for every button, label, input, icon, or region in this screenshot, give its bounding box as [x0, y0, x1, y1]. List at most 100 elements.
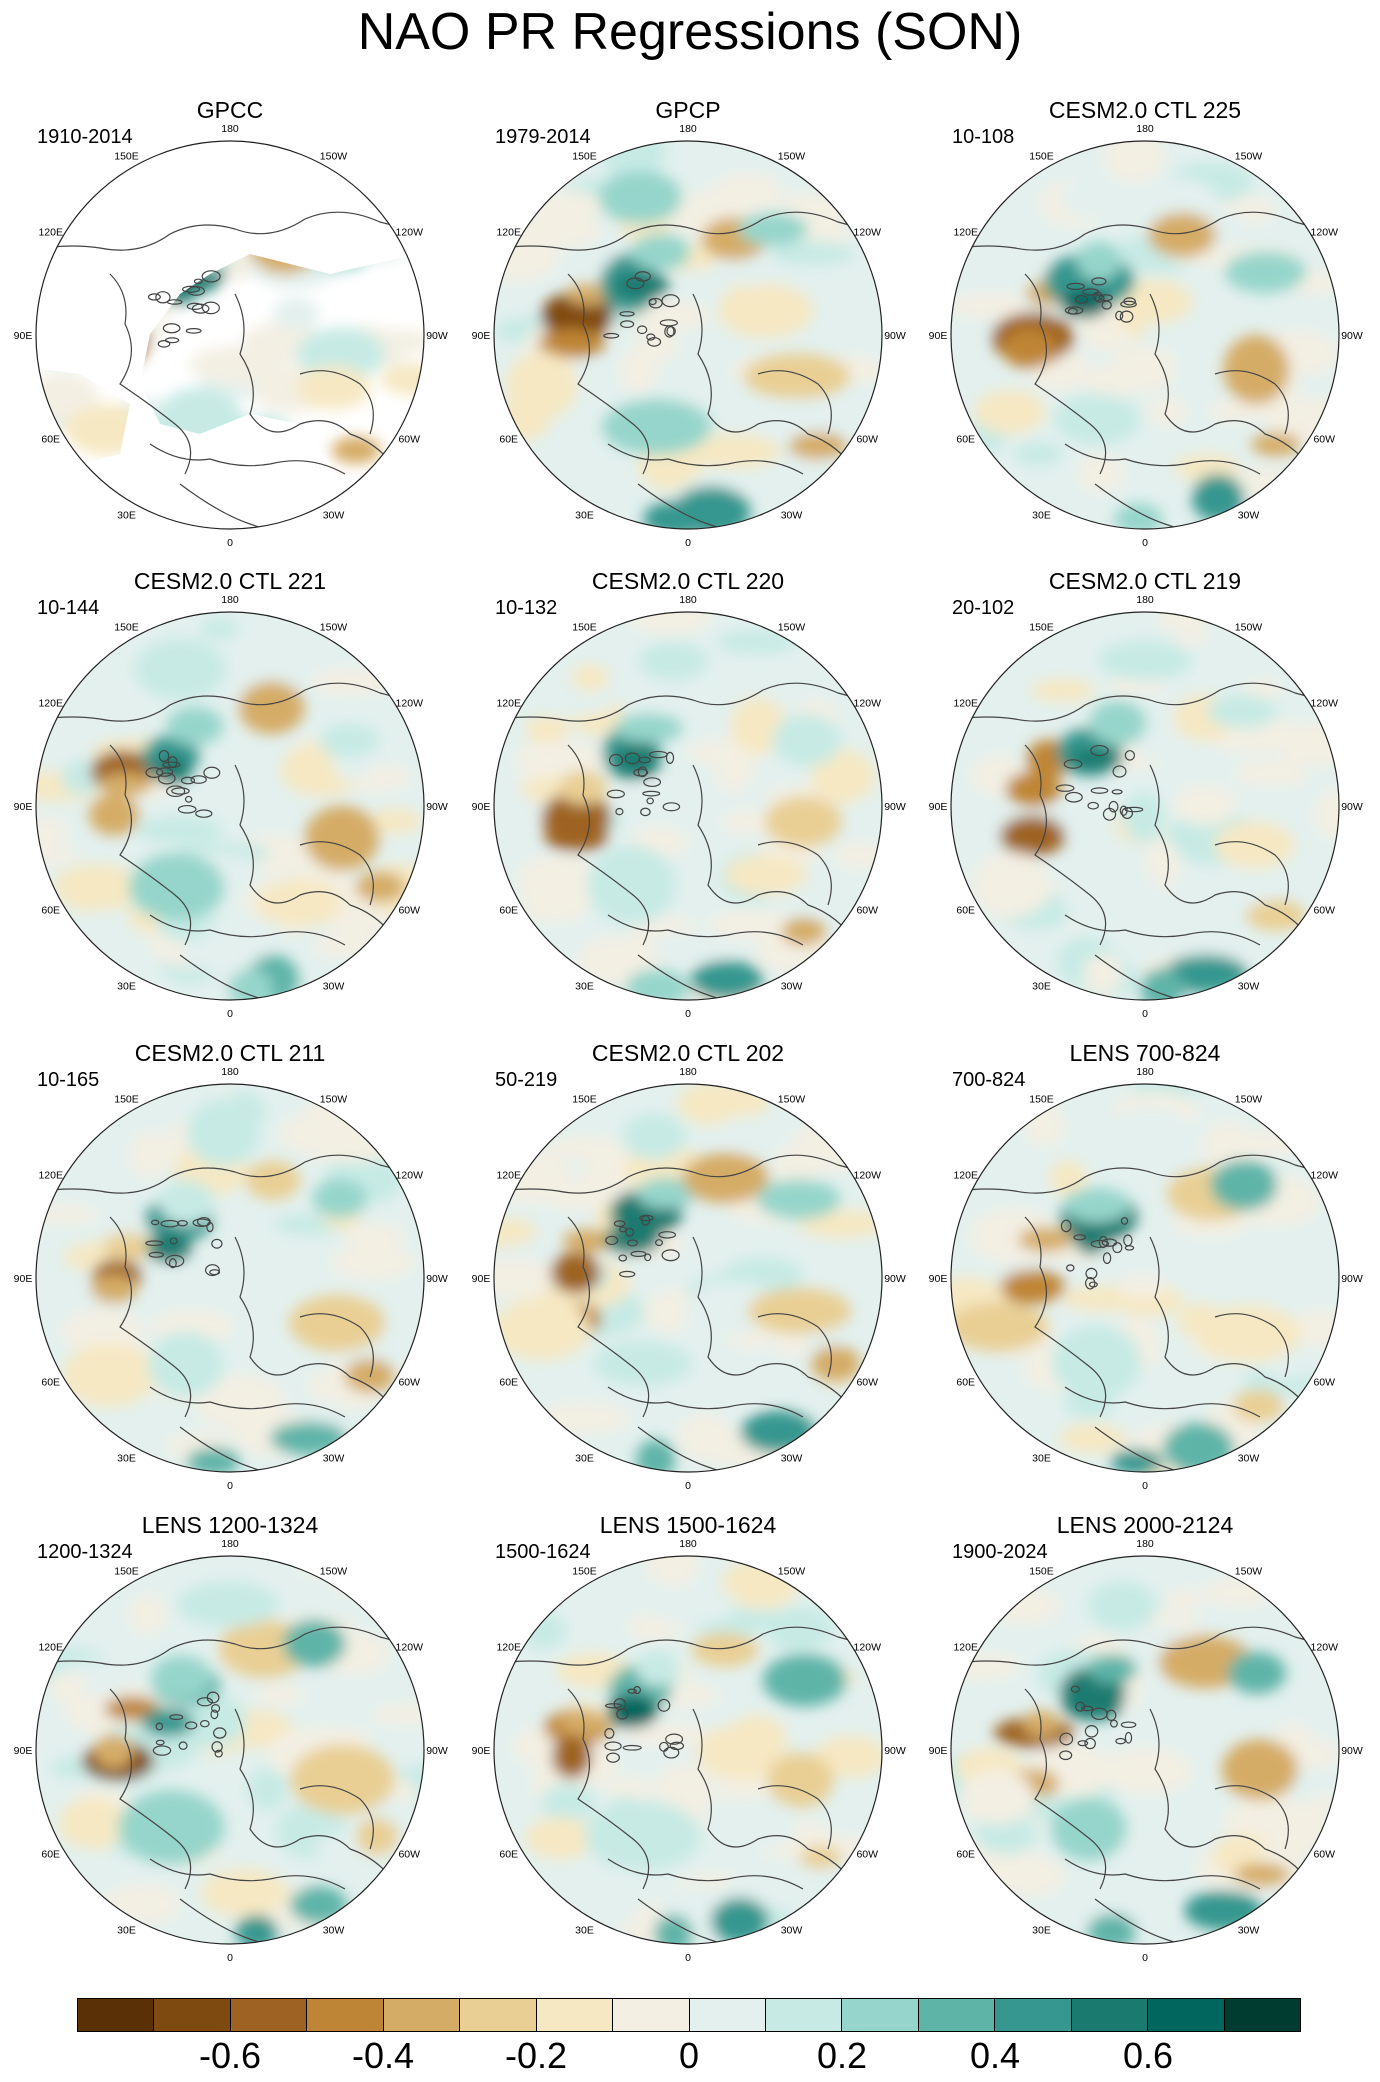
colorbar-tick-label: 0.4: [969, 2035, 1021, 2076]
panel-period-label: 1500-1624: [495, 1541, 591, 1563]
longitude-label: 30W: [1238, 1924, 1260, 1936]
longitude-label: 0: [227, 1952, 233, 1964]
field-blob: [150, 1655, 212, 1700]
longitude-label: 30E: [575, 980, 594, 992]
island: [1094, 294, 1105, 303]
longitude-label: 120W: [396, 698, 424, 710]
field-blob: [587, 845, 677, 925]
longitude-label: 90E: [14, 1273, 33, 1285]
coastline: [179, 1426, 301, 1472]
longitude-label: 30E: [575, 509, 594, 521]
colorbar-swatch: [995, 1999, 1072, 2031]
island: [606, 789, 625, 799]
island: [196, 1697, 214, 1707]
polar-map: 180 150E 120E 90E 60E 30E 0 30W 60W 90W 120W 150W: [14, 1067, 448, 1492]
coastline: [109, 1688, 192, 1890]
field-blob: [740, 1410, 817, 1454]
precip-field: [951, 1084, 1339, 1472]
colorbar-swatch: [536, 1999, 614, 2031]
field-blob: [559, 1712, 610, 1736]
longitude-label: 150E: [572, 622, 597, 634]
longitude-label: 30E: [1032, 980, 1051, 992]
longitude-label: 0: [685, 1008, 691, 1020]
field-blob: [290, 1744, 395, 1815]
field-blob: [645, 1556, 700, 1588]
map-panel: LENS 1200-1324 1200-1324 180 150E 120E 90E 60E…: [0, 1511, 460, 1985]
island: [193, 278, 203, 285]
field-blob: [1005, 771, 1062, 807]
field-blob: [1224, 251, 1307, 294]
field-blob: [1003, 1278, 1056, 1305]
field-blob: [622, 1723, 714, 1747]
field-blob: [620, 783, 667, 824]
panel-title: CESM2.0 CTL 220: [591, 568, 785, 594]
field-blob: [1263, 1359, 1307, 1380]
longitude-label: 30W: [323, 1924, 345, 1936]
field-blob: [494, 1297, 590, 1361]
map-border: [950, 1555, 1340, 1945]
map-panel: LENS 1500-1624 1500-1624 180 150E 120E 90E 60E…: [458, 1511, 918, 1985]
island: [177, 1220, 188, 1227]
coastline: [567, 1216, 650, 1418]
coastline: [1064, 1858, 1261, 1890]
polar-map: 180 150E 120E 90E 60E 30E 0 30W 60W 90W 120W 150W: [929, 1539, 1363, 1964]
polar-map: 180 150E 120E 90E 60E 30E 0 30W 60W 90W 120W 150W: [929, 124, 1363, 549]
field-blob: [619, 346, 658, 393]
longitude-label: 30W: [781, 509, 803, 521]
coastline: [109, 1216, 192, 1418]
field-blob: [1050, 1797, 1128, 1861]
field-blob: [356, 1817, 398, 1856]
field-blob: [829, 254, 882, 303]
field-blob: [153, 755, 192, 785]
longitude-label: 60W: [856, 434, 878, 446]
longitude-label: 180: [221, 1539, 239, 1550]
panel-title: LENS 1200-1324: [141, 1512, 319, 1538]
longitude-label: 90W: [884, 1273, 906, 1285]
map-panel: CESM2.0 CTL 219 20-102 180 150E 120E 90E 60E 30…: [915, 567, 1375, 1041]
field-blob: [562, 1229, 614, 1253]
coastlines: [494, 682, 882, 1000]
coastline: [607, 1386, 804, 1418]
longitude-label: 30E: [1032, 1452, 1051, 1464]
island: [1077, 1740, 1089, 1747]
field-blob: [690, 960, 764, 1000]
field-blob: [720, 285, 765, 320]
longitude-label: 60W: [1313, 1849, 1335, 1861]
coastline: [1094, 954, 1216, 1000]
island: [1084, 1737, 1096, 1750]
coastlines: [951, 1154, 1339, 1472]
map-panel: GPCP 1979-2014 180 150E 120E 90E 60E 30E 0 30W 60W…: [458, 96, 918, 570]
longitude-label: 90E: [14, 801, 33, 813]
field-blob: [148, 1331, 224, 1398]
field-blob: [1076, 241, 1122, 281]
coastline: [1024, 744, 1107, 946]
coastline: [1094, 483, 1216, 529]
island: [178, 1741, 188, 1750]
colorbar-swatch: [78, 1999, 155, 2031]
field-blob: [524, 1817, 596, 1860]
island: [169, 1714, 184, 1721]
island: [1119, 310, 1134, 323]
longitude-label: 30W: [1238, 980, 1260, 992]
longitude-label: 120W: [396, 227, 424, 239]
field-blob: [1023, 1710, 1060, 1738]
field-blob: [58, 1797, 129, 1850]
coastline: [637, 1426, 759, 1472]
field-blob: [768, 241, 856, 266]
field-blob: [525, 870, 591, 911]
island: [168, 1258, 177, 1269]
island: [1092, 291, 1103, 302]
field-blob: [764, 796, 842, 848]
island: [643, 777, 662, 788]
coastline: [1214, 841, 1289, 906]
island: [199, 1719, 210, 1728]
longitude-label: 90E: [929, 1745, 948, 1757]
field-blob: [1013, 441, 1064, 466]
field-blob: [1061, 178, 1130, 219]
longitude-label: 120W: [1311, 227, 1339, 239]
longitude-label: 30W: [1238, 509, 1260, 521]
colorbar-swatch: [765, 1999, 843, 2031]
field-blob: [93, 1734, 134, 1770]
coastline: [951, 1154, 1339, 1198]
field-blob: [369, 808, 423, 834]
